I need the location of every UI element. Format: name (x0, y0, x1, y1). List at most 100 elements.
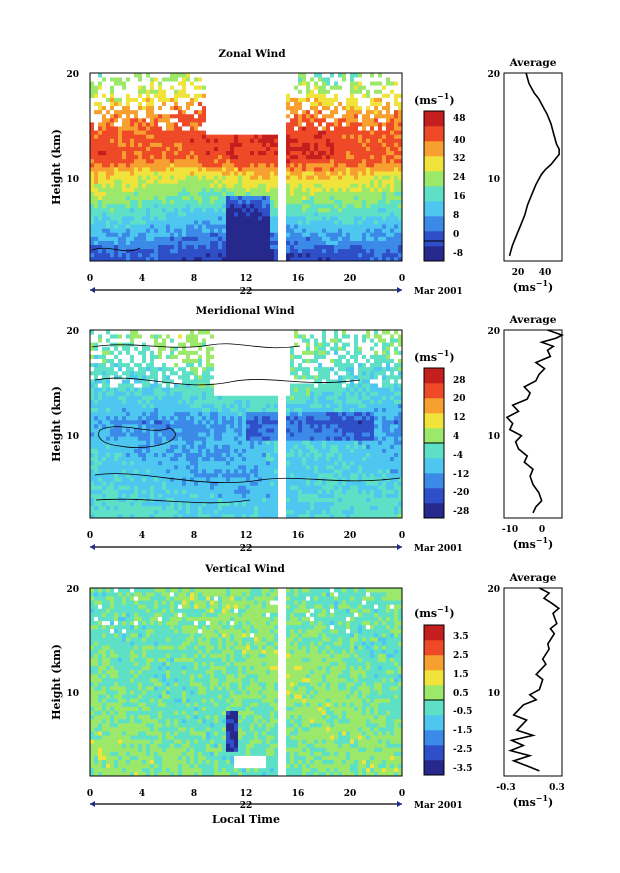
heatmap-cell (214, 134, 219, 139)
heatmap-cell (146, 211, 151, 217)
heatmap-cell (194, 256, 199, 261)
heatmap-cell (386, 252, 391, 258)
heatmap-cell (362, 232, 367, 237)
heatmap-cell (106, 440, 111, 445)
heatmap-cell (190, 379, 195, 384)
heatmap-cell (314, 93, 319, 98)
heatmap-cell (122, 485, 127, 490)
heatmap-cell (182, 85, 187, 90)
heatmap-cell (178, 350, 183, 355)
heatmap-cell (118, 464, 123, 470)
heatmap-cell (342, 93, 347, 98)
heatmap-cell (170, 432, 175, 437)
heatmap-cell (350, 158, 355, 164)
heatmap-cell (354, 101, 359, 107)
heatmap-cell (210, 85, 215, 90)
heatmap-cell (294, 126, 299, 131)
heatmap-cell (206, 493, 211, 498)
heatmap-cell (194, 142, 199, 147)
heatmap-cell (262, 146, 267, 152)
heatmap-cell (110, 391, 115, 396)
heatmap-cell (190, 407, 195, 413)
heatmap-cell (174, 211, 179, 217)
heatmap-cell (158, 346, 163, 351)
heatmap-cell (98, 199, 103, 205)
heatmap-cell (122, 481, 127, 486)
heatmap-cell (178, 89, 183, 94)
heatmap-cell (242, 240, 247, 246)
heatmap-cell (166, 117, 171, 123)
heatmap-cell (398, 154, 402, 160)
heatmap-cell (326, 220, 331, 225)
heatmap-cell (138, 436, 143, 441)
heatmap-cell (266, 187, 271, 192)
heatmap-cell (146, 228, 151, 233)
heatmap-cell (370, 109, 375, 115)
heatmap-cell (90, 220, 95, 225)
heatmap-cell (246, 240, 251, 246)
heatmap-cell (126, 138, 131, 143)
heatmap-cell (174, 362, 179, 368)
heatmap-cell (166, 81, 171, 86)
heatmap-cell (286, 256, 291, 261)
heatmap-cell (110, 105, 115, 111)
heatmap-cell (242, 154, 247, 160)
heatmap-cell (158, 399, 163, 404)
heatmap-cell (130, 89, 135, 94)
heatmap-cell (350, 256, 355, 261)
heatmap-cell (122, 387, 127, 392)
heatmap-cell (138, 481, 143, 486)
heatmap-cell (194, 138, 199, 143)
heatmap-cell (130, 134, 135, 139)
heatmap-cell (278, 175, 283, 180)
heatmap-cell (294, 138, 299, 143)
heatmap-cell (94, 387, 99, 392)
heatmap-cell (362, 97, 367, 102)
heatmap-cell (186, 228, 191, 233)
heatmap-cell (90, 89, 95, 94)
heatmap-cell (94, 330, 99, 335)
heatmap-cell (226, 81, 231, 86)
heatmap-cell (378, 126, 383, 131)
heatmap-cell (314, 199, 319, 205)
heatmap-cell (94, 415, 99, 421)
heatmap-cell (106, 481, 111, 486)
heatmap-cell (130, 346, 135, 351)
heatmap-cell (206, 105, 211, 111)
heatmap-cell (374, 117, 379, 123)
heatmap-cell (170, 150, 175, 156)
heatmap-cell (110, 444, 115, 449)
heatmap-cell (326, 142, 331, 147)
heatmap-cell (262, 73, 267, 78)
heatmap-cell (90, 150, 95, 156)
heatmap-cell (290, 122, 295, 127)
heatmap-cell (194, 407, 199, 413)
heatmap-cell (322, 187, 327, 192)
heatmap-cell (394, 236, 399, 241)
heatmap-cell (126, 436, 131, 441)
heatmap-cell (366, 256, 371, 261)
heatmap-cell (142, 481, 147, 486)
heatmap-cell (126, 162, 131, 168)
heatmap-cell (138, 501, 143, 507)
heatmap-cell (118, 346, 123, 351)
heatmap-cell (374, 179, 379, 184)
heatmap-cell (114, 109, 119, 115)
heatmap-cell (310, 142, 315, 147)
heatmap-cell (114, 126, 119, 131)
heatmap-cell (330, 224, 335, 229)
heatmap-cell (182, 236, 187, 241)
heatmap-cell (146, 464, 151, 470)
heatmap-cell (178, 481, 183, 486)
heatmap-cell (158, 232, 163, 237)
heatmap-cell (286, 232, 291, 237)
heatmap-cell (322, 211, 327, 217)
heatmap-cell (186, 432, 191, 437)
heatmap-cell (98, 252, 103, 258)
heatmap-cell (226, 228, 231, 233)
heatmap-cell (98, 460, 103, 466)
heatmap-cell (218, 224, 223, 229)
heatmap-cell (134, 383, 139, 388)
heatmap-cell (318, 199, 323, 205)
